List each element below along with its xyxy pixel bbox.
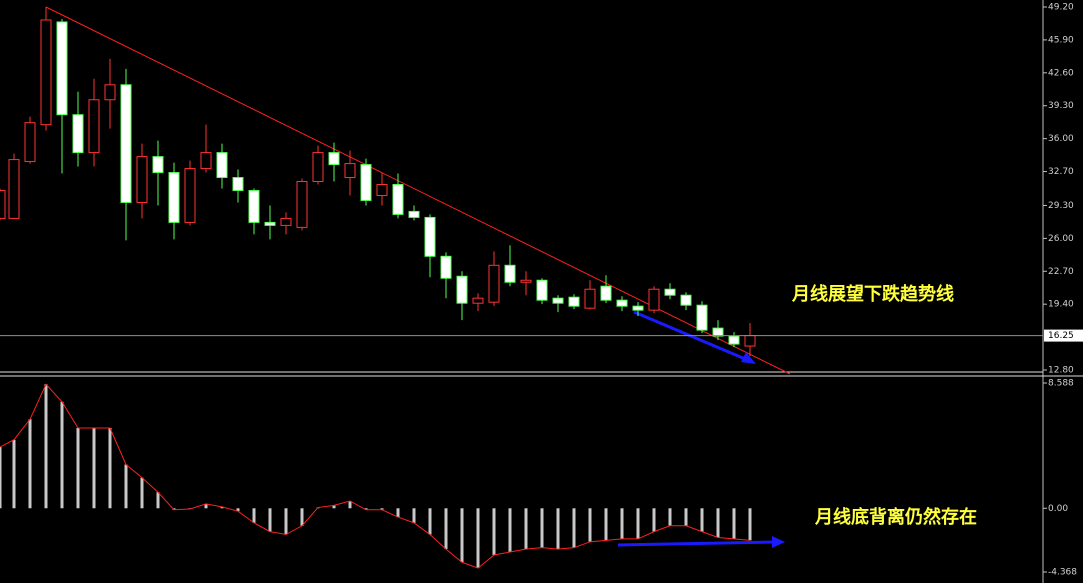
annotation: 月线展望下跌趋势线 (791, 283, 954, 305)
candle-body (472, 297, 484, 304)
candle-body (152, 156, 164, 174)
candle-body (680, 294, 692, 306)
candle-body (248, 189, 260, 223)
y-tick-label: 39.30 (1048, 101, 1074, 111)
y-tick-label: -4.368 (1048, 568, 1077, 578)
y-tick-label: 12.80 (1048, 366, 1074, 376)
arrow (633, 310, 756, 364)
candle-body (392, 184, 404, 215)
candle-body (504, 264, 516, 283)
candle-body (536, 279, 548, 301)
trend-line (45, 6, 791, 375)
candle-body (168, 172, 180, 223)
y-tick-label: 36.00 (1048, 134, 1074, 144)
candle-body (72, 114, 84, 154)
candle-body (648, 288, 660, 311)
y-tick-label: 26.00 (1048, 234, 1074, 244)
candle-body (40, 19, 52, 126)
candle-body (8, 159, 20, 219)
arrow (617, 536, 785, 548)
candle-body (728, 335, 740, 345)
candle-body (344, 163, 356, 179)
candle-body (456, 275, 468, 304)
candle-body (440, 255, 452, 279)
candle-body (568, 296, 580, 307)
candle-body (200, 152, 212, 170)
candle-body (104, 84, 116, 101)
candle-body (296, 181, 308, 228)
candle-body (184, 168, 196, 223)
candle-body (360, 164, 372, 201)
last-price-label: 16.25 (1048, 331, 1074, 341)
candle-body (280, 217, 292, 226)
y-tick-label: 45.90 (1048, 35, 1074, 45)
candle-body (408, 210, 420, 218)
candle-body (664, 288, 676, 296)
candle-body (520, 279, 532, 283)
candle-body (56, 21, 68, 116)
candle-body (616, 299, 628, 307)
candle-body (216, 152, 228, 179)
y-tick-label: 19.40 (1048, 300, 1074, 310)
candle-body (24, 122, 36, 163)
macd-line (0, 383, 751, 569)
candle-body (232, 177, 244, 191)
candle-body (424, 216, 436, 257)
candle-body (136, 156, 148, 203)
candle-body (376, 184, 388, 196)
candle-body (328, 152, 340, 166)
candle-body (264, 221, 276, 226)
annotation: 月线底背离仍然存在 (814, 506, 977, 528)
y-tick-label: 42.60 (1048, 68, 1074, 78)
candle-body (632, 305, 644, 311)
candle-body (712, 327, 724, 337)
candle-body (696, 304, 708, 331)
candle-body (600, 285, 612, 301)
y-tick-label: 29.30 (1048, 201, 1074, 211)
candle-body (120, 84, 132, 203)
candle-body (0, 189, 6, 219)
y-tick-label: 0.00 (1048, 504, 1068, 514)
y-tick-label: 22.70 (1048, 267, 1074, 277)
candle-body (88, 99, 100, 154)
candle-body (312, 152, 324, 183)
candle-body (584, 288, 596, 309)
y-tick-label: 32.70 (1048, 167, 1074, 177)
candle-body (488, 264, 500, 303)
y-tick-label: 8.588 (1048, 379, 1074, 389)
candle-body (744, 335, 756, 347)
last-price-box (1044, 329, 1083, 342)
y-tick-label: 49.20 (1048, 3, 1074, 13)
candle-body (552, 297, 564, 304)
